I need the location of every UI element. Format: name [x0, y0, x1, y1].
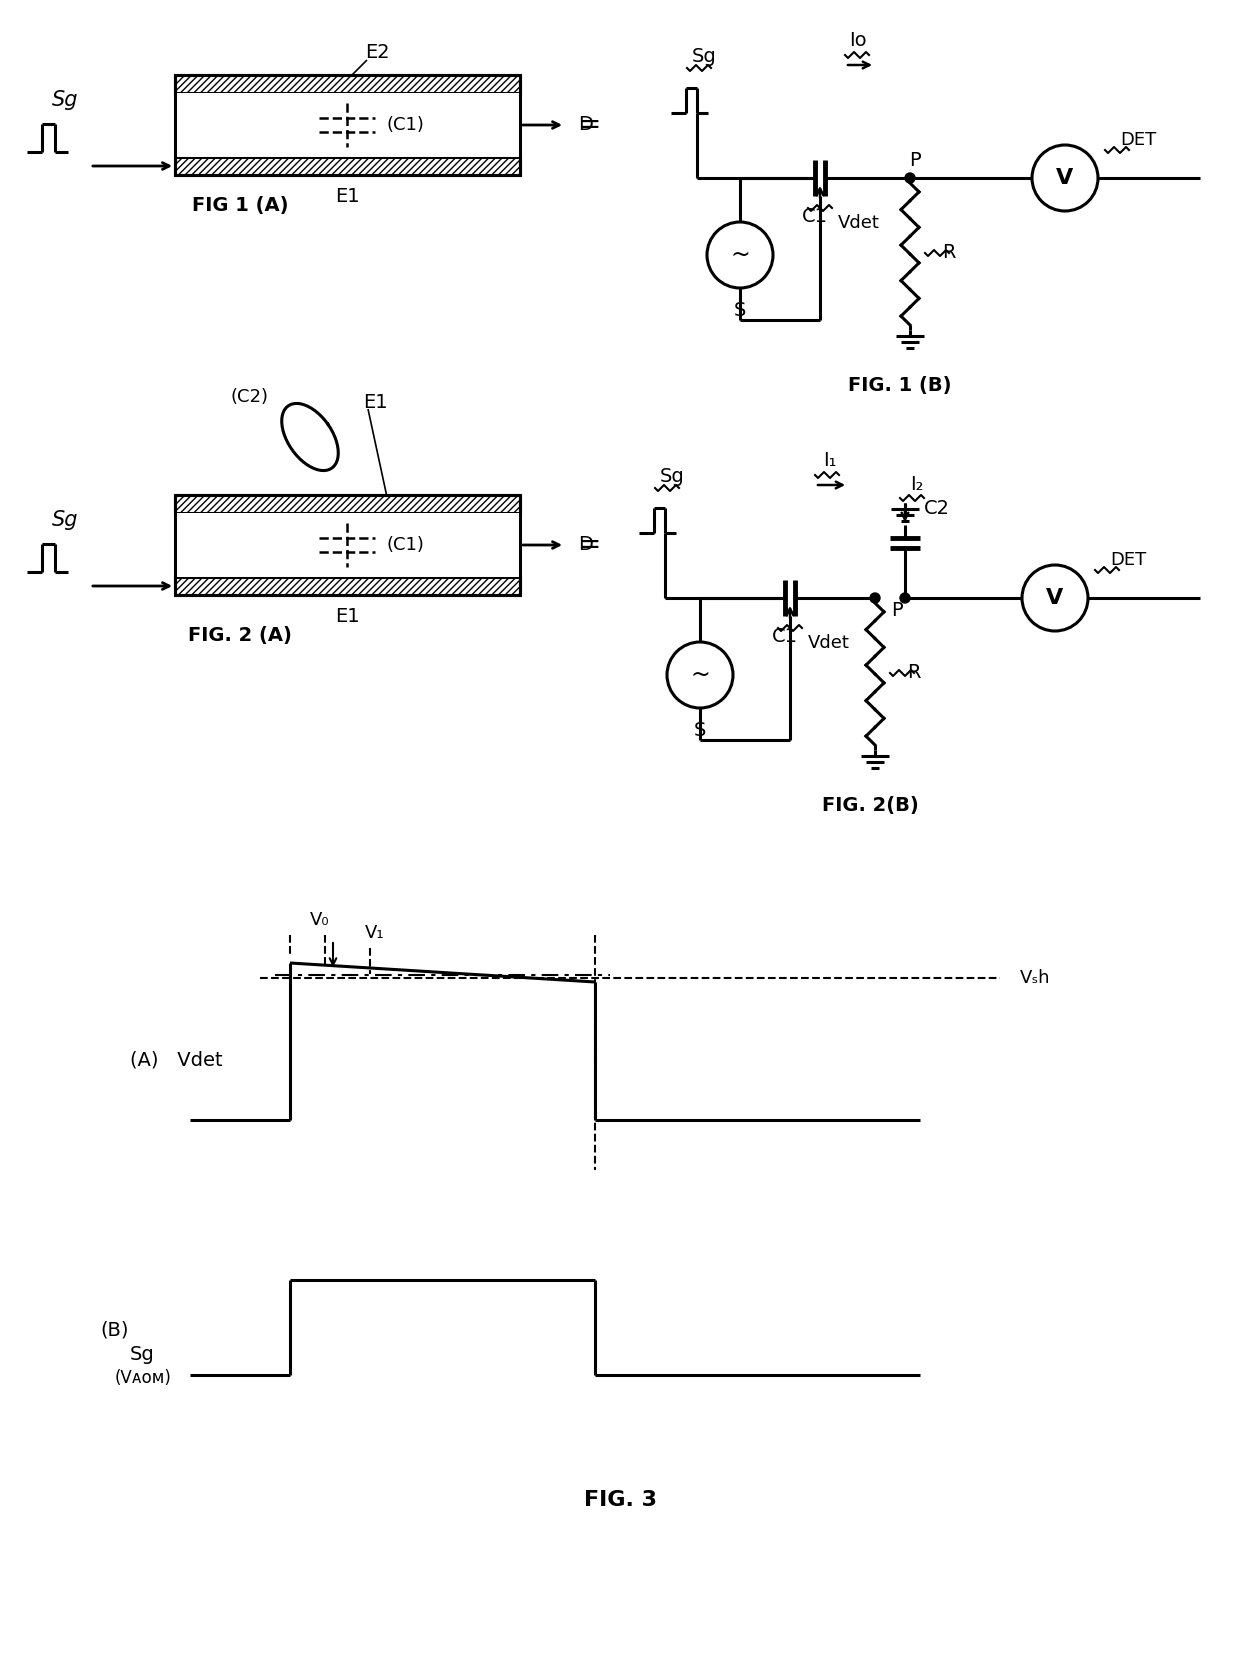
Text: ~: ~ [691, 664, 711, 687]
Text: I₂: I₂ [910, 476, 924, 494]
Bar [175, 496, 520, 512]
Bar [175, 577, 520, 595]
Bar [175, 75, 520, 175]
Bar [175, 156, 520, 175]
Text: Vdet: Vdet [838, 215, 880, 233]
Text: E1: E1 [362, 392, 387, 411]
Text: R: R [906, 664, 920, 682]
Circle shape [870, 594, 880, 604]
Text: =: = [578, 530, 601, 559]
Text: =: = [578, 111, 601, 140]
Text: V: V [1047, 589, 1064, 609]
Circle shape [1022, 565, 1087, 630]
Text: E2: E2 [365, 43, 389, 63]
Circle shape [1032, 145, 1097, 211]
Text: E1: E1 [335, 188, 360, 206]
Text: R: R [942, 243, 956, 263]
Text: V₁: V₁ [366, 925, 384, 941]
Text: FIG. 2(B): FIG. 2(B) [822, 795, 919, 815]
Text: (C2): (C2) [231, 387, 269, 406]
Circle shape [900, 594, 910, 604]
Text: Sg: Sg [52, 511, 78, 530]
Text: C1: C1 [773, 627, 799, 645]
Text: V₀: V₀ [310, 911, 330, 930]
Text: Vdet: Vdet [808, 634, 849, 652]
Text: S: S [694, 720, 707, 740]
Text: FIG. 2 (A): FIG. 2 (A) [188, 625, 291, 645]
Text: I₁: I₁ [823, 451, 837, 469]
Text: C2: C2 [924, 499, 950, 517]
Bar [175, 512, 520, 577]
Text: Sg: Sg [52, 90, 78, 110]
Text: (Vᴀᴏᴍ): (Vᴀᴏᴍ) [115, 1369, 172, 1387]
Text: D: D [578, 535, 593, 554]
Text: ~: ~ [730, 243, 750, 268]
Text: Sg: Sg [692, 48, 717, 67]
Circle shape [707, 221, 773, 288]
Text: P: P [909, 150, 921, 170]
Text: E1: E1 [335, 607, 360, 627]
Text: P: P [892, 600, 903, 620]
Text: Sg: Sg [660, 467, 684, 487]
Text: DET: DET [1110, 550, 1146, 569]
Bar [175, 496, 520, 595]
Text: FIG. 3: FIG. 3 [584, 1490, 656, 1510]
Circle shape [667, 642, 733, 708]
Text: (B): (B) [100, 1320, 129, 1339]
Text: Vₛh: Vₛh [1021, 970, 1050, 988]
Text: FIG 1 (A): FIG 1 (A) [192, 196, 288, 215]
Bar [175, 93, 520, 156]
Text: Sg: Sg [130, 1345, 155, 1365]
Text: V: V [1056, 168, 1074, 188]
Text: Io: Io [849, 30, 867, 50]
Text: (A)   Vdet: (A) Vdet [130, 1051, 223, 1069]
Text: (C1): (C1) [387, 535, 425, 554]
Text: DET: DET [1120, 131, 1156, 150]
Text: S: S [734, 301, 746, 319]
Text: FIG. 1 (B): FIG. 1 (B) [848, 376, 952, 394]
Text: D: D [578, 115, 593, 135]
Circle shape [905, 173, 915, 183]
Text: (C1): (C1) [387, 116, 425, 135]
Text: C1: C1 [802, 206, 828, 226]
Bar [175, 75, 520, 93]
